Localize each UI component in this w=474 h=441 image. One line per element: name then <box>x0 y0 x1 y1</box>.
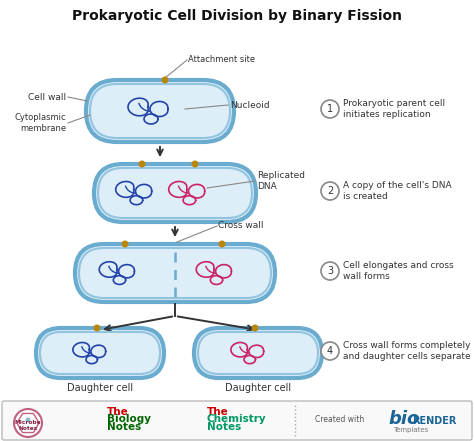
Text: Daughter cell: Daughter cell <box>67 383 133 393</box>
FancyBboxPatch shape <box>194 328 322 378</box>
Text: Attachment site: Attachment site <box>188 56 255 64</box>
FancyBboxPatch shape <box>75 244 275 302</box>
Text: Notes: Notes <box>207 422 241 432</box>
Text: Cross wall: Cross wall <box>218 221 264 231</box>
Text: 4: 4 <box>327 346 333 356</box>
Circle shape <box>321 182 339 200</box>
Circle shape <box>219 241 225 247</box>
Text: Prokaryotic parent cell
initiates replication: Prokaryotic parent cell initiates replic… <box>343 99 445 119</box>
Text: Created with: Created with <box>315 415 365 425</box>
Text: Prokaryotic Cell Division by Binary Fission: Prokaryotic Cell Division by Binary Fiss… <box>72 9 402 23</box>
Text: Chemistry: Chemistry <box>207 414 266 424</box>
Circle shape <box>26 418 30 422</box>
Text: Nucleoid: Nucleoid <box>230 101 270 109</box>
Circle shape <box>139 161 145 167</box>
Circle shape <box>94 325 100 331</box>
Text: Templates: Templates <box>393 427 428 433</box>
Circle shape <box>321 262 339 280</box>
Text: 3: 3 <box>327 266 333 276</box>
FancyBboxPatch shape <box>86 80 234 142</box>
Text: Replicated
DNA: Replicated DNA <box>257 171 305 191</box>
Text: Daughter cell: Daughter cell <box>225 383 291 393</box>
FancyBboxPatch shape <box>2 401 472 440</box>
Text: 1: 1 <box>327 104 333 114</box>
Text: Microbe: Microbe <box>15 419 41 425</box>
Text: 2: 2 <box>327 186 333 196</box>
FancyBboxPatch shape <box>36 328 164 378</box>
Circle shape <box>192 161 198 167</box>
Text: Notes: Notes <box>18 426 37 430</box>
Circle shape <box>252 325 258 331</box>
Text: Cross wall forms completely
and daughter cells separate: Cross wall forms completely and daughter… <box>343 341 471 361</box>
Circle shape <box>122 241 128 247</box>
Text: bio: bio <box>388 410 419 428</box>
Text: The: The <box>207 407 229 417</box>
Text: A copy of the cell's DNA
is created: A copy of the cell's DNA is created <box>343 181 452 201</box>
FancyBboxPatch shape <box>94 164 256 222</box>
Text: Cell elongates and cross
wall forms: Cell elongates and cross wall forms <box>343 262 454 281</box>
Text: Biology: Biology <box>107 414 151 424</box>
Text: Cytoplasmic
membrane: Cytoplasmic membrane <box>14 113 66 133</box>
Text: Notes: Notes <box>107 422 141 432</box>
Text: Cell wall: Cell wall <box>28 93 66 101</box>
Circle shape <box>14 409 42 437</box>
Text: RENDER: RENDER <box>412 416 456 426</box>
Circle shape <box>321 342 339 360</box>
Text: The: The <box>107 407 129 417</box>
Circle shape <box>162 77 168 83</box>
Circle shape <box>321 100 339 118</box>
